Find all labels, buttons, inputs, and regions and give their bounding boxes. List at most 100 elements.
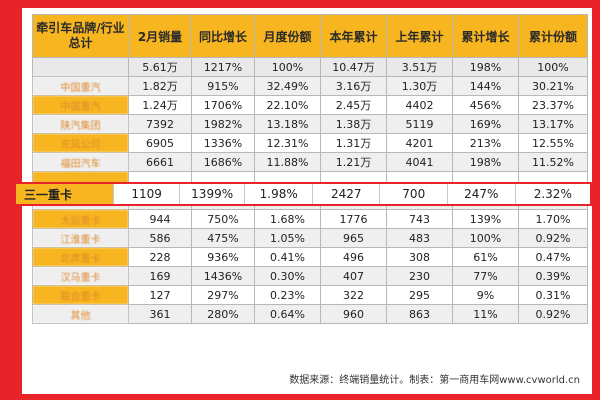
brand-cell <box>32 57 129 77</box>
table-cell: 100% <box>518 57 588 77</box>
table-cell: 100% <box>254 57 321 77</box>
table-cell: 3.16万 <box>320 76 387 96</box>
brand-cell: 北奔重卡 <box>32 247 129 267</box>
table-cell: 0.23% <box>254 285 321 305</box>
table-cell: 936% <box>191 247 255 267</box>
table-cell: 297% <box>191 285 255 305</box>
table-cell: 9% <box>452 285 519 305</box>
table-cell: 1436% <box>191 266 255 286</box>
table-cell: 863 <box>386 304 453 324</box>
table-cell: 407 <box>320 266 387 286</box>
table-cell: 0.47% <box>518 247 588 267</box>
table-cell: 7392 <box>128 114 192 134</box>
table-row: 北奔重卡 228 936% 0.41% 496 308 61% 0.47% <box>32 247 588 267</box>
table-cell: 11.88% <box>254 152 321 172</box>
table-cell: 0.92% <box>518 304 588 324</box>
table-cell: 5.61万 <box>128 57 192 77</box>
table-cell: 100% <box>452 228 519 248</box>
table-cell: 4041 <box>386 152 453 172</box>
table-cell: 456% <box>452 95 519 115</box>
table-cell: 960 <box>320 304 387 324</box>
table-cell: 77% <box>452 266 519 286</box>
table-cell: 1217% <box>191 57 255 77</box>
table-cell: 322 <box>320 285 387 305</box>
table-row: 中国重汽 1.82万 915% 32.49% 3.16万 1.30万 144% 30.21% <box>32 76 588 96</box>
total-row: 5.61万 1217% 100% 10.47万 3.51万 198% 100% <box>32 57 588 77</box>
table-cell: 1686% <box>191 152 255 172</box>
header-row: 牵引车品牌/行业总计 2月销量 同比增长 月度份额 本年累计 上年累计 累计增长 累计份额 <box>32 14 588 58</box>
table-row: 大运重卡 944 750% 1.68% 1776 743 139% 1.70% <box>32 209 588 229</box>
table-cell: 750% <box>191 209 255 229</box>
table-cell: 308 <box>386 247 453 267</box>
table-row: 江淮重卡 586 475% 1.05% 965 483 100% 0.92% <box>32 228 588 248</box>
table-cell: 2.45万 <box>320 95 387 115</box>
table-cell: 280% <box>191 304 255 324</box>
table-cell: 0.31% <box>518 285 588 305</box>
table-cell: 1.05% <box>254 228 321 248</box>
table-cell: 586 <box>128 228 192 248</box>
table-cell: 23.37% <box>518 95 588 115</box>
column-header: 同比增长 <box>191 14 255 58</box>
table-cell: 0.64% <box>254 304 321 324</box>
table-cell: 3.51万 <box>386 57 453 77</box>
brand-cell: 东风公司 <box>32 133 129 153</box>
table-row: 陕汽集团 7392 1982% 13.18% 1.38万 5119 169% 13.17% <box>32 114 588 134</box>
source-note: 数据来源：终端销量统计。制表：第一商用车网www.cvworld.cn <box>289 375 580 386</box>
table-cell: 169 <box>128 266 192 286</box>
brand-cell: 陕汽集团 <box>32 114 129 134</box>
table-cell: 11.52% <box>518 152 588 172</box>
table-cell: 496 <box>320 247 387 267</box>
table-cell: 0.39% <box>518 266 588 286</box>
highlight-cell: 247% <box>448 184 516 204</box>
highlight-cell: 1109 <box>114 184 180 204</box>
highlight-row: 三一重卡 1109 1399% 1.98% 2427 700 247% 2.32% <box>14 182 592 206</box>
column-header: 上年累计 <box>386 14 453 58</box>
table-cell: 915% <box>191 76 255 96</box>
table-cell: 4201 <box>386 133 453 153</box>
table-cell: 198% <box>452 152 519 172</box>
table-cell: 965 <box>320 228 387 248</box>
table-cell: 0.30% <box>254 266 321 286</box>
column-header: 累计增长 <box>452 14 519 58</box>
table-cell: 6905 <box>128 133 192 153</box>
table-cell: 13.17% <box>518 114 588 134</box>
table-cell: 1.30万 <box>386 76 453 96</box>
column-header: 2月销量 <box>128 14 192 58</box>
table-frame: 牵引车品牌/行业总计 2月销量 同比增长 月度份额 本年累计 上年累计 累计增长 累计份额 5… <box>22 8 592 394</box>
brand-cell: 福田汽车 <box>32 152 129 172</box>
column-header: 月度份额 <box>254 14 321 58</box>
brand-cell: 中国重汽 <box>32 95 129 115</box>
table-cell: 213% <box>452 133 519 153</box>
table-cell: 1336% <box>191 133 255 153</box>
table-cell: 5119 <box>386 114 453 134</box>
column-header: 本年累计 <box>320 14 387 58</box>
table-cell: 139% <box>452 209 519 229</box>
column-header: 累计份额 <box>518 14 588 58</box>
table-row: 联合重卡 127 297% 0.23% 322 295 9% 0.31% <box>32 285 588 305</box>
table-cell: 1982% <box>191 114 255 134</box>
brand-cell: 江淮重卡 <box>32 228 129 248</box>
table-cell: 4402 <box>386 95 453 115</box>
table-cell: 1.21万 <box>320 152 387 172</box>
table-cell: 0.41% <box>254 247 321 267</box>
brand-cell: 汉马重卡 <box>32 266 129 286</box>
table-cell: 1.70% <box>518 209 588 229</box>
table-cell: 1.82万 <box>128 76 192 96</box>
table-row: 东风公司 6905 1336% 12.31% 1.31万 4201 213% 12.55% <box>32 133 588 153</box>
brand-cell: 大运重卡 <box>32 209 129 229</box>
brand-cell: 其他 <box>32 304 129 324</box>
table-cell: 127 <box>128 285 192 305</box>
table-cell: 361 <box>128 304 192 324</box>
table-cell: 61% <box>452 247 519 267</box>
table-cell: 144% <box>452 76 519 96</box>
brand-cell: 联合重卡 <box>32 285 129 305</box>
highlight-cell: 1399% <box>180 184 246 204</box>
table-cell: 22.10% <box>254 95 321 115</box>
table-body: 5.61万 1217% 100% 10.47万 3.51万 198% 100% 中国重汽 1.8… <box>32 57 588 324</box>
table-cell: 1776 <box>320 209 387 229</box>
table-cell: 1.24万 <box>128 95 192 115</box>
table-cell: 230 <box>386 266 453 286</box>
table-cell: 228 <box>128 247 192 267</box>
highlight-cell: 1.98% <box>245 184 313 204</box>
column-header-brand: 牵引车品牌/行业总计 <box>32 14 129 58</box>
